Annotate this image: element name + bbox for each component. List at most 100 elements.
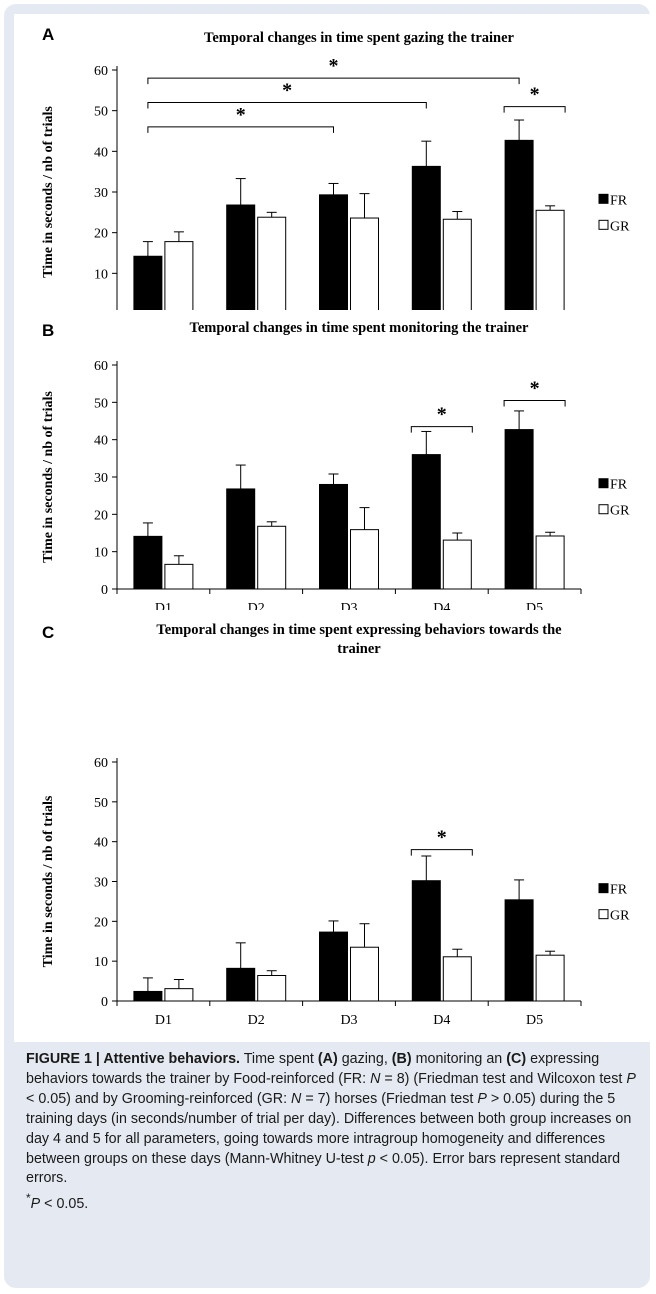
caption-text: = 7) horses (Friedman test	[301, 1090, 478, 1107]
caption-text: < 0.05) and by Grooming-reinforced (GR:	[26, 1090, 292, 1107]
bar-gr-d4	[442, 218, 472, 310]
y-tick-label: 30	[94, 876, 108, 891]
caption-var: p	[367, 1150, 376, 1167]
caption-text: expressing behaviors towards the trainer…	[26, 1051, 600, 1087]
panel-letter: A	[42, 25, 54, 44]
caption-text: (Friedman test and Wilcoxon test	[409, 1070, 627, 1087]
legend-swatch-fr	[598, 478, 609, 489]
bar-gr-d5	[535, 535, 565, 590]
y-tick-label: 0	[101, 995, 108, 1010]
caption-text: monitoring an	[411, 1051, 503, 1067]
x-tick-label: D1	[155, 1013, 172, 1028]
caption-var: P	[626, 1070, 636, 1087]
bar-fr-d4	[411, 454, 441, 590]
x-tick-label: D4	[433, 1013, 450, 1028]
bar-gr-d3	[350, 946, 379, 1002]
significance-star: *	[437, 404, 447, 426]
x-tick-label: D4	[433, 601, 450, 610]
y-tick-label: 10	[94, 955, 108, 970]
caption-var: P	[477, 1090, 487, 1107]
caption-marker-b: (B)	[391, 1051, 412, 1067]
chart-title: Temporal changes in time spent monitorin…	[190, 320, 530, 336]
caption-text: gazing,	[337, 1051, 392, 1067]
significance-bracket	[410, 849, 473, 856]
caption-text: Time spent	[240, 1051, 318, 1067]
legend-label-fr: FR	[610, 193, 628, 208]
bar-fr-d1	[133, 990, 163, 1002]
bar-fr-d5	[504, 429, 534, 590]
y-tick-label: 10	[94, 546, 108, 561]
bar-fr-d1	[133, 535, 163, 590]
bar-gr-d1	[164, 988, 194, 1002]
caption-footnote-star: *	[26, 1191, 31, 1206]
figure-box: A Temporal changes in time spent gazing t…	[4, 4, 650, 1288]
y-tick-label: 10	[94, 267, 108, 282]
legend-label-gr: GR	[610, 909, 630, 924]
figure-caption: FIGURE 1 | Attentive behaviors. Time spe…	[26, 1050, 640, 1215]
bar-gr-d4	[442, 539, 472, 590]
significance-bracket	[410, 426, 473, 433]
chart-panel-c: C Temporal changes in time spent expressi…	[41, 622, 630, 1028]
panel-letter: C	[42, 623, 54, 642]
significance-star: *	[329, 55, 339, 77]
bar-fr-d2	[226, 204, 256, 310]
caption-var: P	[30, 1196, 41, 1213]
bar-gr-d2	[257, 525, 287, 590]
bar-fr-d3	[319, 483, 348, 590]
y-tick-label: 30	[94, 471, 108, 486]
bar-gr-d5	[535, 209, 565, 310]
panel-area: A Temporal changes in time spent gazing t…	[14, 14, 650, 1042]
x-tick-label: D2	[248, 1013, 265, 1028]
bar-fr-d2	[226, 488, 256, 590]
bar-gr-d1	[164, 241, 194, 310]
y-tick-label: 0	[101, 308, 108, 310]
bar-fr-d5	[504, 139, 534, 310]
x-tick-label: D1	[155, 601, 172, 610]
significance-star: *	[437, 827, 447, 849]
y-tick-label: 30	[94, 186, 108, 201]
chart-title: trainer	[337, 641, 381, 657]
caption-label: FIGURE 1 | Attentive behaviors.	[26, 1051, 240, 1067]
y-tick-label: 0	[101, 583, 108, 598]
caption-text: < 0.05). Error bars represent standard e…	[26, 1150, 621, 1187]
bar-gr-d5	[535, 954, 565, 1002]
significance-star: *	[236, 104, 246, 126]
chart-panel-b: B Temporal changes in time spent monitori…	[41, 320, 630, 610]
bar-gr-d3	[350, 217, 379, 310]
legend-label-gr: GR	[610, 219, 630, 234]
caption-var: N	[370, 1070, 381, 1087]
legend-label-fr: FR	[610, 883, 628, 898]
bar-gr-d2	[257, 216, 287, 310]
bar-fr-d4	[411, 880, 441, 1002]
bar-gr-d2	[257, 975, 287, 1002]
significance-bracket	[503, 399, 566, 407]
y-tick-label: 60	[94, 64, 108, 79]
x-tick-label: D3	[340, 1013, 357, 1028]
y-tick-label: 20	[94, 915, 108, 930]
caption-var: N	[291, 1090, 302, 1107]
caption-text: > 0.05) during the 5 training days (in s…	[26, 1090, 632, 1167]
y-tick-label: 40	[94, 836, 108, 851]
bar-fr-d3	[319, 931, 348, 1002]
significance-bracket	[147, 77, 520, 85]
y-tick-label: 50	[94, 796, 108, 811]
y-axis-label: Time in seconds / nb of trials	[41, 795, 56, 967]
panel-letter: B	[42, 321, 54, 340]
significance-bracket	[147, 126, 334, 133]
legend-swatch-fr	[598, 193, 609, 204]
significance-star: *	[530, 377, 540, 399]
bar-gr-d1	[164, 563, 194, 590]
caption-marker-c: (C)	[506, 1051, 527, 1067]
y-tick-label: 60	[94, 756, 108, 771]
bar-fr-d5	[504, 899, 534, 1002]
legend-swatch-gr	[598, 909, 609, 920]
y-axis-label: Time in seconds / nb of trials	[41, 106, 56, 278]
legend-swatch-gr	[598, 219, 609, 230]
bar-fr-d1	[133, 255, 163, 310]
legend-swatch-fr	[598, 883, 609, 894]
bar-fr-d2	[226, 967, 256, 1002]
y-tick-label: 20	[94, 227, 108, 242]
caption-text: < 0.05.	[40, 1196, 89, 1213]
y-tick-label: 50	[94, 105, 108, 120]
bar-fr-d3	[319, 194, 348, 310]
